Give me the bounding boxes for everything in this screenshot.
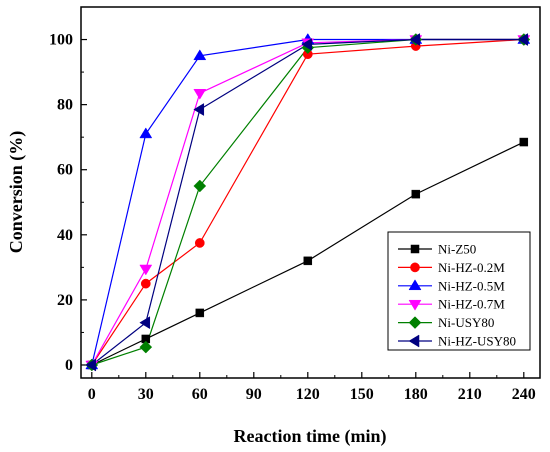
series-lines [91, 38, 525, 366]
data-point-ni-usy80 [193, 179, 207, 193]
legend-label: Ni-HZ-USY80 [438, 334, 516, 349]
axis-ticks: 0 30 60 90 120 150 180 210 240 0 20 40 60 80 100 [49, 32, 536, 403]
x-tick-label: 240 [512, 386, 536, 403]
x-tick-label: 90 [246, 386, 262, 403]
data-point-ni-hz-0.2m [140, 278, 151, 289]
y-tick-label: 80 [57, 97, 73, 114]
data-point-ni-usy80 [139, 340, 153, 354]
data-point-ni-hz-usy80 [409, 33, 421, 46]
x-axis-title: Reaction time (min) [234, 426, 387, 447]
x-tick-label: 180 [404, 386, 428, 403]
x-tick-label: 150 [350, 386, 374, 403]
legend-label: Ni-HZ-0.7M [438, 297, 505, 312]
legend-label: Ni-HZ-0.2M [438, 260, 505, 275]
y-tick-label: 100 [49, 32, 73, 49]
data-point-ni-hz-0.2m [194, 238, 205, 248]
legend-label: Ni-HZ-0.5M [438, 278, 505, 293]
data-point-ni-z50 [195, 308, 205, 318]
x-tick-label: 120 [296, 386, 320, 403]
series-markers [85, 33, 531, 372]
data-point-ni-hz-0.5m [193, 49, 207, 61]
data-point-ni-z50 [519, 137, 529, 147]
legend: Ni-Z50 Ni-HZ-0.2M Ni-HZ-0.5M Ni-HZ-0.7M Ni-U… [387, 231, 531, 351]
data-point-ni-hz-usy80 [517, 33, 529, 46]
data-point-ni-hz-0.5m [139, 127, 153, 139]
series-line-ni-hz-usy80 [91, 38, 524, 366]
y-tick-label: 40 [57, 227, 73, 244]
legend-marker [408, 299, 422, 311]
series-line-ni-z50 [91, 141, 525, 366]
x-tick-label: 60 [192, 386, 208, 403]
y-tick-label: 0 [65, 357, 73, 374]
x-tick-label: 0 [88, 386, 96, 403]
legend-label: Ni-Z50 [438, 242, 476, 257]
data-point-ni-hz-usy80 [85, 358, 97, 372]
data-point-ni-hz-usy80 [193, 103, 205, 116]
data-point-ni-hz-0.7m [193, 88, 207, 100]
x-tick-label: 30 [138, 386, 154, 403]
legend-marker [408, 334, 420, 348]
data-point-ni-hz-usy80 [139, 316, 151, 330]
y-axis-title: Conversion (%) [6, 131, 27, 254]
y-tick-label: 20 [57, 292, 73, 309]
data-point-ni-z50 [411, 189, 421, 199]
data-point-ni-hz-0.7m [139, 264, 153, 276]
data-point-ni-hz-usy80 [301, 37, 313, 51]
y-tick-label: 60 [57, 162, 73, 179]
legend-label: Ni-USY80 [438, 315, 494, 330]
x-tick-label: 210 [458, 386, 482, 403]
plot-frame [80, 6, 541, 379]
legend-marker [410, 262, 420, 273]
series-line-ni-hz-0.2m [91, 38, 524, 366]
legend-marker [408, 316, 422, 329]
data-point-ni-z50 [303, 256, 313, 266]
legend-marker [410, 244, 420, 254]
legend-marker [408, 279, 422, 291]
